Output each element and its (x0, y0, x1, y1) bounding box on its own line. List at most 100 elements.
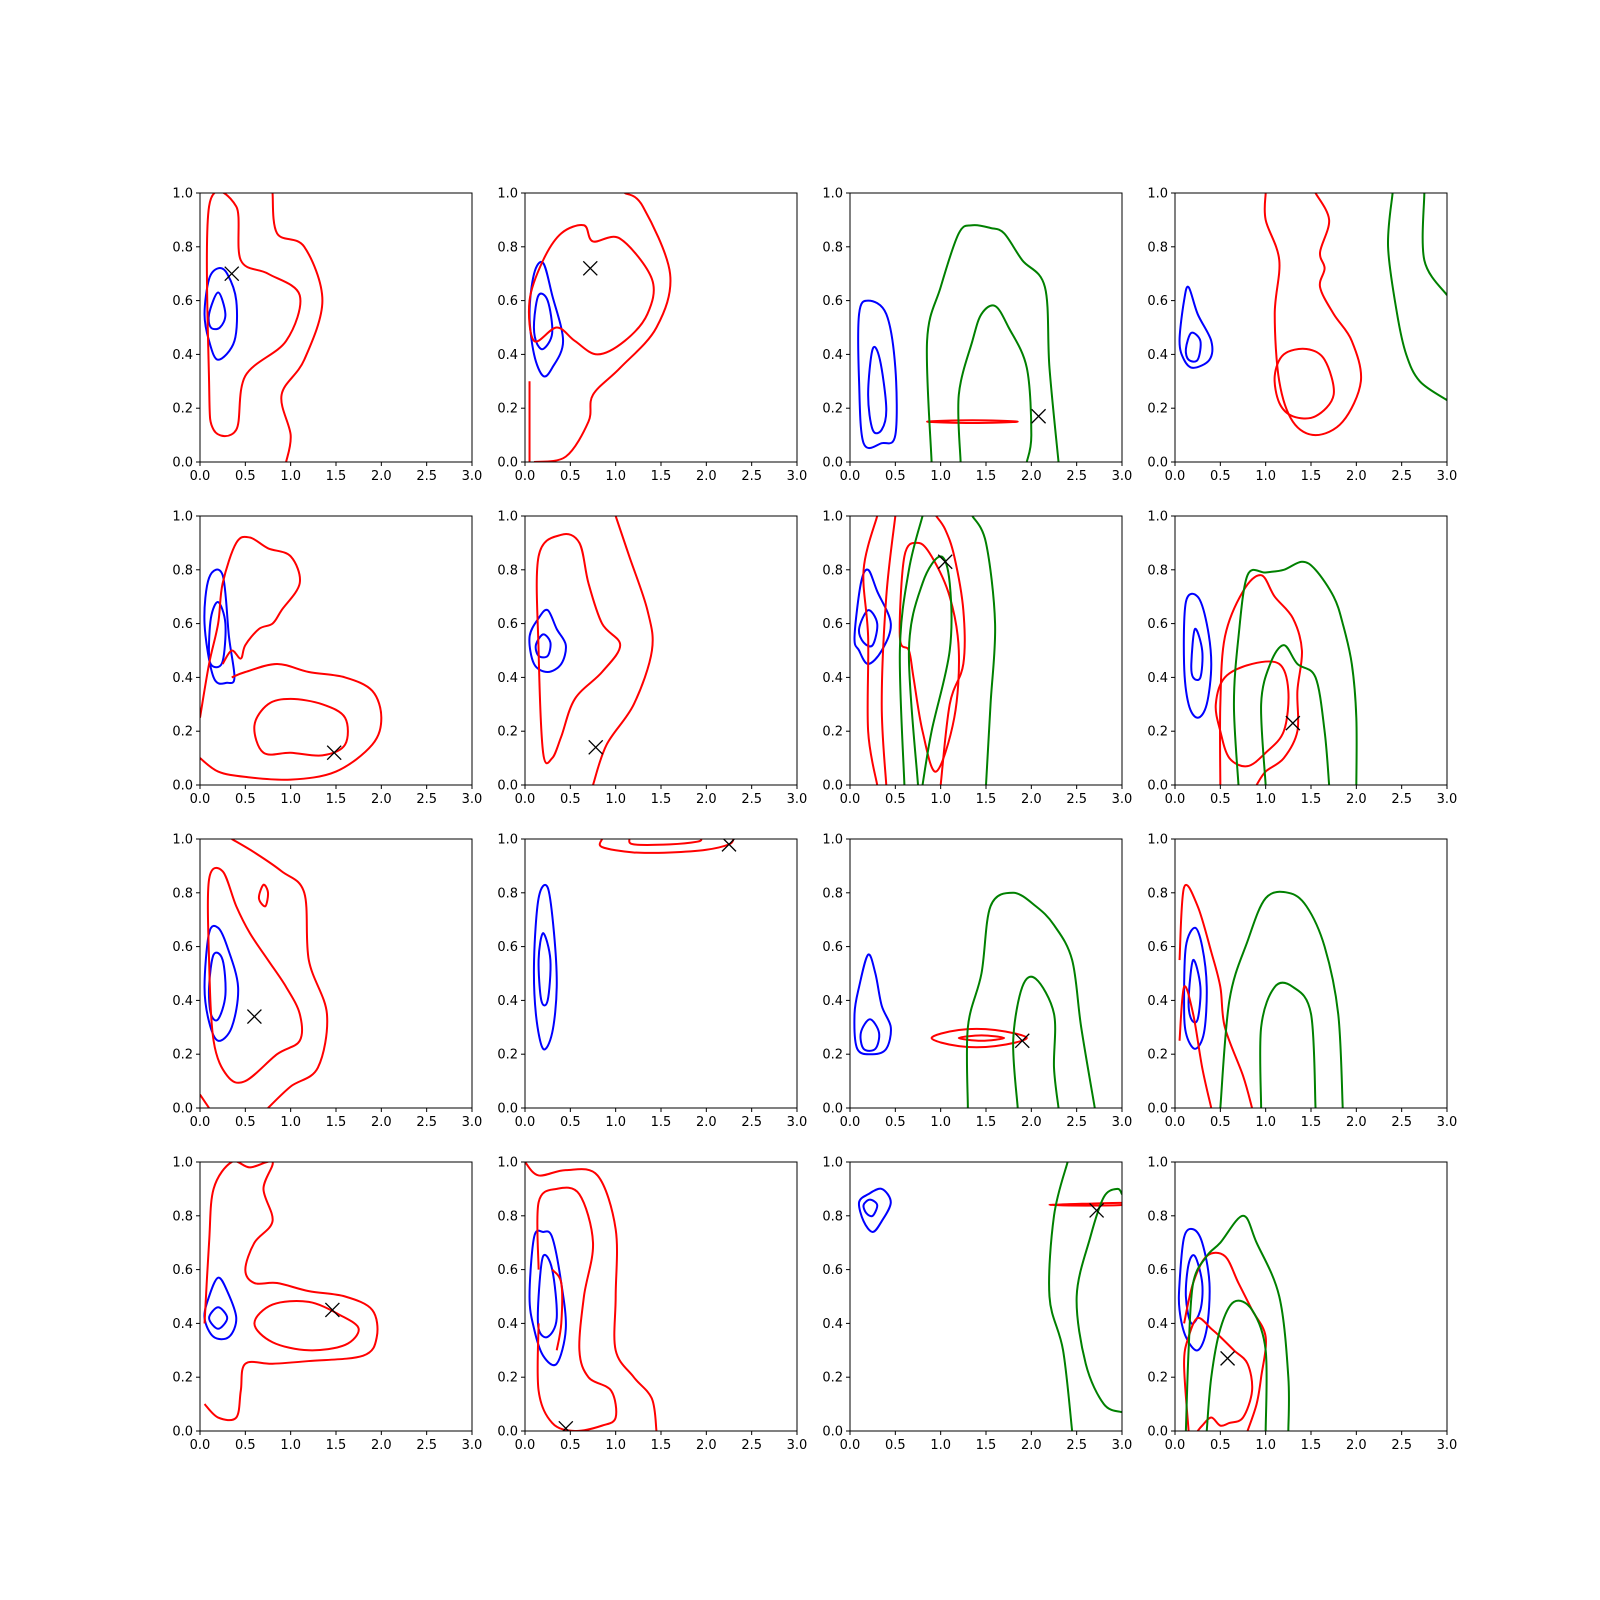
x-tick-label: 0.0 (190, 792, 211, 807)
x-tick-label: 0.5 (885, 1438, 906, 1453)
green-contour-line (907, 555, 953, 785)
plot-area (527, 193, 672, 462)
red-contour-line (862, 516, 879, 785)
green-contour-line (1048, 1162, 1074, 1431)
x-tick-label: 2.0 (1346, 1438, 1367, 1453)
red-contour-line (525, 1162, 658, 1431)
x-tick-label: 2.5 (416, 792, 437, 807)
y-tick-label: 0.4 (1147, 348, 1168, 363)
x-tick-label: 0.5 (235, 469, 256, 484)
x-tick-label: 2.5 (1066, 1438, 1087, 1453)
red-contour-line (592, 516, 654, 785)
x-tick-label: 3.0 (1437, 792, 1458, 807)
x-tick-label: 2.0 (1346, 792, 1367, 807)
x-tick-label: 0.5 (560, 1438, 581, 1453)
axes-frame (199, 838, 473, 1109)
blue-contour-line (1187, 959, 1202, 1024)
y-tick-label: 1.0 (1147, 833, 1168, 848)
y-tick-label: 1.0 (497, 833, 518, 848)
y-tick-label: 0.8 (822, 240, 843, 255)
red-contour-line (527, 224, 655, 356)
y-tick-label: 0.0 (822, 779, 843, 794)
x-tick-label: 3.0 (787, 792, 808, 807)
x-tick-label: 0.0 (515, 469, 536, 484)
x-tick-label: 3.0 (787, 1115, 808, 1130)
y-tick-label: 0.6 (172, 940, 193, 955)
y-tick-label: 0.4 (497, 671, 518, 686)
green-contour-line (1219, 890, 1344, 1108)
x-tick-label: 0.0 (840, 792, 861, 807)
x-tick-label: 1.5 (651, 792, 672, 807)
y-tick-label: 1.0 (172, 1156, 193, 1171)
x-tick-label: 0.5 (560, 792, 581, 807)
blue-contour-line (862, 1198, 879, 1218)
x-marker (558, 1420, 574, 1431)
green-contour-line (1421, 193, 1447, 296)
y-tick-label: 0.2 (1147, 1371, 1168, 1386)
red-contour-line (926, 419, 1019, 424)
x-tick-label: 0.5 (1210, 469, 1231, 484)
red-contour-line (1048, 1201, 1122, 1207)
y-tick-label: 0.8 (822, 886, 843, 901)
blue-contour-line (1177, 1227, 1211, 1352)
subplot-r2-c1: 0.0 0.5 1.0 1.5 2.0 2.5 3.0 0.0 0.2 0.4 0.6 0.8 1.0 (172, 510, 482, 808)
y-tick-label: 0.8 (822, 563, 843, 578)
y-tick-label: 1.0 (172, 833, 193, 848)
x-tick-label: 0.5 (1210, 1438, 1231, 1453)
y-tick-label: 0.4 (497, 1317, 518, 1332)
y-tick-label: 0.2 (1147, 1048, 1168, 1063)
plot-area (1178, 193, 1447, 437)
x-tick-label: 0.5 (1210, 792, 1231, 807)
y-tick-label: 0.0 (1147, 1425, 1168, 1440)
subplot-r3-c4: 0.0 0.5 1.0 1.5 2.0 2.5 3.0 0.0 0.2 0.4 0.6 0.8 1.0 (1147, 833, 1457, 1131)
red-contour-line (598, 839, 735, 854)
x-tick-label: 1.0 (1255, 469, 1276, 484)
axes-frame (524, 192, 798, 463)
green-contour-line (1260, 644, 1331, 785)
x-tick-label: 3.0 (1112, 469, 1133, 484)
green-contour-line (925, 224, 1060, 462)
y-tick-label: 0.6 (822, 294, 843, 309)
y-tick-label: 0.6 (822, 617, 843, 632)
y-tick-label: 0.2 (822, 402, 843, 417)
x-tick-label: 2.5 (1391, 469, 1412, 484)
y-tick-label: 0.2 (497, 725, 518, 740)
blue-contour-line (532, 883, 558, 1051)
green-contour-line (1387, 193, 1447, 401)
plot-area (1177, 1214, 1290, 1431)
y-tick-label: 0.2 (1147, 725, 1168, 740)
y-tick-label: 1.0 (497, 1156, 518, 1171)
y-tick-label: 1.0 (172, 187, 193, 202)
green-contour-line (971, 516, 997, 785)
y-tick-label: 0.4 (1147, 671, 1168, 686)
x-tick-label: 3.0 (787, 1438, 808, 1453)
blue-contour-line (1184, 331, 1202, 363)
y-tick-label: 0.0 (172, 1425, 193, 1440)
x-tick-label: 1.5 (326, 792, 347, 807)
y-tick-label: 0.6 (172, 1263, 193, 1278)
x-marker (246, 1009, 262, 1024)
x-tick-label: 3.0 (462, 1438, 483, 1453)
y-tick-label: 0.0 (1147, 1102, 1168, 1117)
x-tick-label: 1.5 (326, 1115, 347, 1130)
x-tick-label: 3.0 (787, 469, 808, 484)
x-tick-label: 1.5 (976, 1438, 997, 1453)
red-contour-line (206, 866, 303, 1084)
y-tick-label: 0.0 (1147, 779, 1168, 794)
y-tick-label: 0.4 (1147, 1317, 1168, 1332)
axes-frame (199, 515, 473, 786)
y-tick-label: 0.0 (1147, 456, 1168, 471)
x-tick-label: 1.5 (976, 1115, 997, 1130)
x-tick-label: 2.0 (696, 469, 717, 484)
x-tick-label: 2.5 (1391, 1438, 1412, 1453)
y-tick-label: 0.4 (1147, 994, 1168, 1009)
y-tick-label: 0.2 (172, 1048, 193, 1063)
red-contour-line (253, 697, 349, 757)
x-tick-label: 1.5 (326, 469, 347, 484)
x-tick-label: 1.0 (280, 1438, 301, 1453)
x-tick-label: 1.0 (1255, 1438, 1276, 1453)
green-contour-line (957, 304, 1033, 462)
x-tick-label: 1.0 (930, 792, 951, 807)
red-contour-line (1263, 193, 1363, 437)
